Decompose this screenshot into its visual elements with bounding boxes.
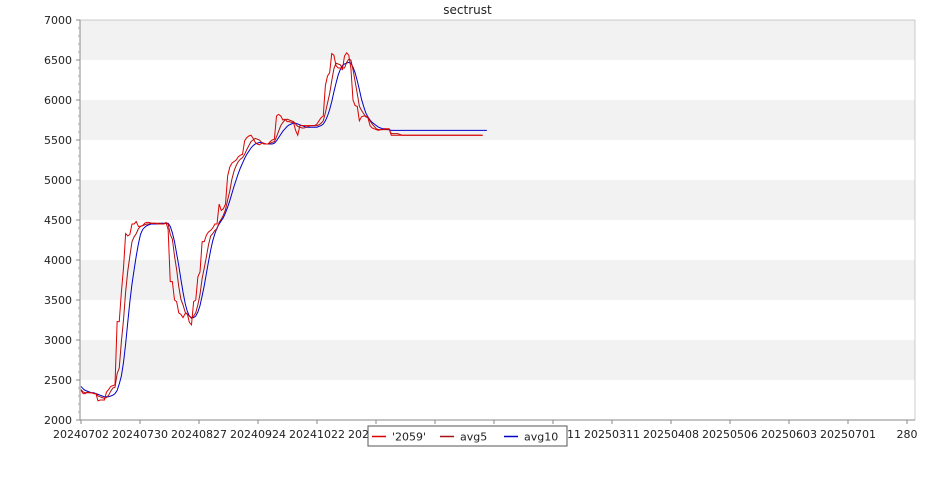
- grid-band: [80, 60, 915, 100]
- grid-band: [80, 380, 915, 420]
- y-tick-label: 7000: [44, 14, 72, 27]
- series-line-2059: [80, 51, 483, 402]
- chart-title: sectrust: [443, 3, 492, 17]
- x-tick-label: 280: [897, 428, 918, 441]
- x-tick-label: 20240924: [230, 428, 286, 441]
- series-line-avg10: [80, 61, 487, 398]
- y-tick-label: 3000: [44, 334, 72, 347]
- y-tick-label: 4500: [44, 214, 72, 227]
- grid-band: [80, 340, 915, 380]
- y-tick-label: 5500: [44, 134, 72, 147]
- x-tick-label: 20250701: [820, 428, 876, 441]
- legend-label: avg5: [460, 431, 487, 444]
- legend-label: avg10: [524, 431, 558, 444]
- x-tick-label: 20250603: [761, 428, 817, 441]
- grid-band: [80, 20, 915, 60]
- y-tick-label: 6000: [44, 94, 72, 107]
- y-tick-label: 4000: [44, 254, 72, 267]
- grid-band: [80, 300, 915, 340]
- grid-band: [80, 100, 915, 140]
- grid-band: [80, 180, 915, 220]
- legend-label: '2059': [392, 431, 426, 444]
- y-axis: 2000 2500 3000 3500 4000 4500 5000 5500 6000 6500…: [44, 14, 81, 427]
- legend: '2059' avg5 avg10: [367, 425, 568, 447]
- x-tick-label: 20250408: [643, 428, 699, 441]
- y-tick-label: 2500: [44, 374, 72, 387]
- y-tick-label: 3500: [44, 294, 72, 307]
- x-tick-label: 20240730: [112, 428, 168, 441]
- x-tick-label: 20240827: [171, 428, 227, 441]
- legend-box: [367, 425, 568, 447]
- grid-band: [80, 260, 915, 300]
- y-tick-label: 5000: [44, 174, 72, 187]
- y-tick-label: 2000: [44, 414, 72, 427]
- y-tick-label: 6500: [44, 54, 72, 67]
- plot-background-bands: [80, 20, 915, 420]
- series-lines: [80, 51, 487, 402]
- grid-band: [80, 220, 915, 260]
- grid-band: [80, 140, 915, 180]
- x-tick-label: 20250311: [584, 428, 640, 441]
- x-tick-label: 20241022: [289, 428, 345, 441]
- x-tick-label: 20250506: [702, 428, 758, 441]
- x-tick-label: 20240702: [53, 428, 109, 441]
